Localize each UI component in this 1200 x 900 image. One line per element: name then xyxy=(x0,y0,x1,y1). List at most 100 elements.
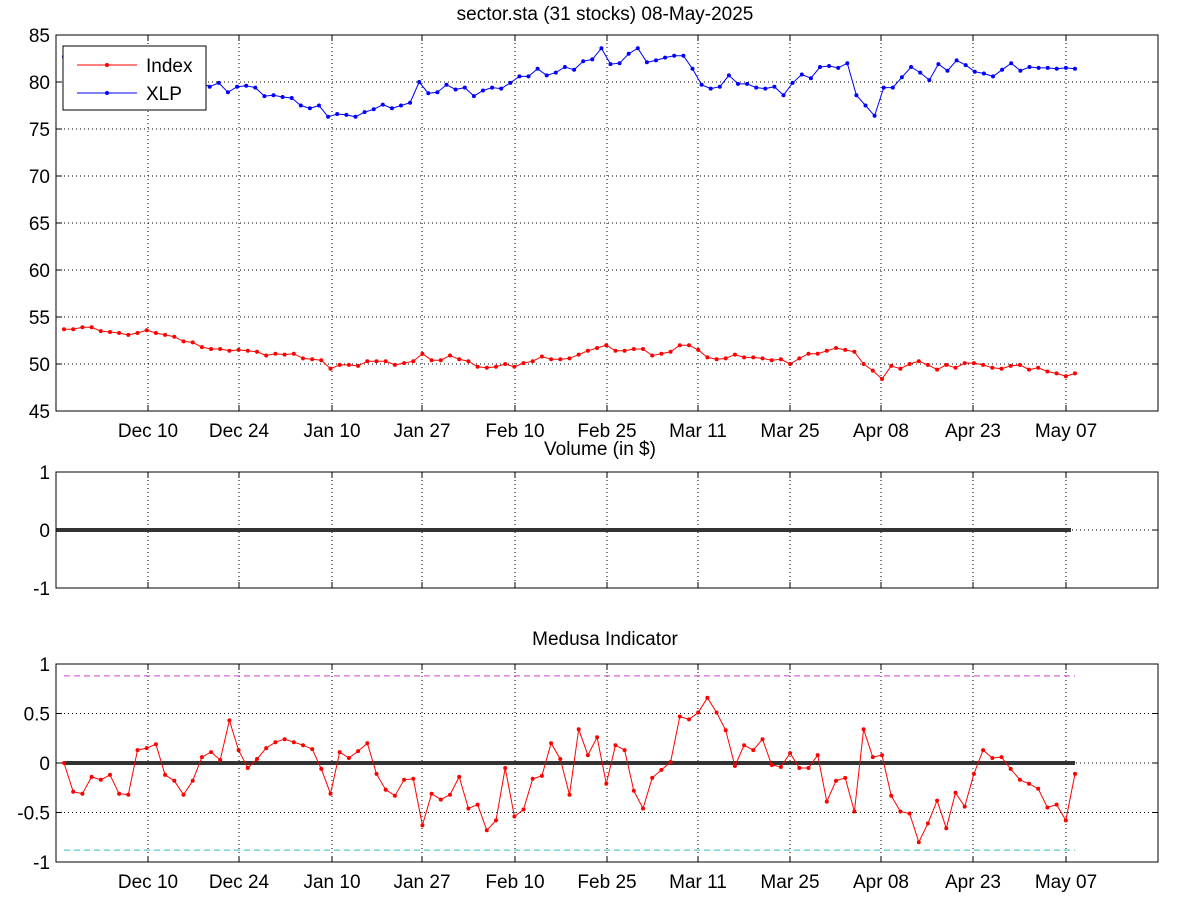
data-point xyxy=(392,793,397,798)
data-point xyxy=(310,357,315,362)
data-point xyxy=(420,823,425,828)
data-point xyxy=(778,357,783,362)
data-point xyxy=(411,776,416,781)
data-point xyxy=(453,87,458,92)
plot-frame xyxy=(55,471,1159,589)
data-point xyxy=(622,348,627,353)
data-point xyxy=(918,70,923,75)
data-point xyxy=(714,710,719,715)
x-tick-label: Dec 10 xyxy=(118,421,178,442)
data-point xyxy=(742,355,747,360)
data-point xyxy=(916,840,921,845)
data-point xyxy=(677,343,682,348)
data-point xyxy=(553,70,558,75)
data-point xyxy=(936,62,941,67)
data-point xyxy=(944,826,949,831)
x-tick-label: Mar 25 xyxy=(760,421,819,442)
x-tick-label: Jan 10 xyxy=(303,872,360,893)
data-point xyxy=(705,695,710,700)
data-point xyxy=(1036,65,1041,70)
x-tick-label: Feb 25 xyxy=(577,872,636,893)
data-point xyxy=(199,345,204,350)
data-point xyxy=(754,85,759,90)
y-tick-label: 0 xyxy=(39,521,50,542)
data-point xyxy=(889,363,894,368)
data-point xyxy=(1045,805,1050,810)
data-point xyxy=(264,353,269,358)
legend-xlp-marker xyxy=(105,91,109,95)
data-point xyxy=(135,331,140,335)
data-point xyxy=(262,94,267,99)
data-point xyxy=(429,791,434,796)
data-point xyxy=(383,359,388,364)
data-point xyxy=(346,756,351,760)
data-point xyxy=(435,90,440,95)
data-point xyxy=(595,735,600,740)
data-point xyxy=(732,764,737,768)
plot-frame xyxy=(55,34,1159,412)
data-point xyxy=(236,748,241,753)
data-point xyxy=(953,365,958,370)
data-point xyxy=(298,103,303,108)
data-point xyxy=(417,80,422,84)
data-point xyxy=(199,755,204,760)
data-point xyxy=(708,86,713,91)
x-tick-label: Jan 27 xyxy=(393,421,450,442)
data-point xyxy=(880,753,884,758)
y-tick-label: 55 xyxy=(29,308,50,329)
data-point xyxy=(717,84,722,89)
data-point xyxy=(723,728,728,733)
data-point xyxy=(282,737,287,742)
data-point xyxy=(153,742,158,747)
data-point xyxy=(558,357,563,362)
data-point xyxy=(981,71,986,76)
data-point xyxy=(280,95,285,99)
data-point xyxy=(925,821,930,826)
data-point xyxy=(790,80,795,85)
y-tick-label: 1 xyxy=(39,655,50,676)
data-point xyxy=(604,781,609,786)
y-tick-label: -0.5 xyxy=(17,804,50,825)
data-point xyxy=(356,749,361,754)
data-point xyxy=(227,718,232,723)
data-point xyxy=(907,362,912,366)
data-point xyxy=(590,57,595,62)
legend-index-label: Index xyxy=(146,56,193,77)
data-point xyxy=(881,85,886,90)
data-point xyxy=(745,81,750,86)
y-tick-label: 60 xyxy=(29,261,50,282)
data-point xyxy=(599,46,604,51)
data-point xyxy=(1063,65,1068,70)
data-point xyxy=(544,73,549,78)
data-point xyxy=(954,58,959,63)
data-point xyxy=(494,364,498,369)
data-point xyxy=(426,91,431,96)
data-point xyxy=(927,78,932,83)
legend-box xyxy=(62,45,207,111)
x-tick-label: Jan 27 xyxy=(393,872,450,893)
panel-3: Dec 10 Dec 24 Jan 10 Jan 27 Feb 10 Feb 25 Mar … xyxy=(17,655,1159,893)
x-tick-label: Jan 10 xyxy=(303,421,360,442)
data-point xyxy=(253,85,258,90)
data-point xyxy=(108,772,112,777)
data-point xyxy=(301,356,305,361)
y-tick-label: -1 xyxy=(33,579,50,600)
data-point xyxy=(806,766,811,770)
data-point xyxy=(80,325,85,330)
data-point xyxy=(1036,365,1041,370)
data-point xyxy=(521,807,526,812)
data-point xyxy=(880,377,884,381)
data-point xyxy=(319,766,324,771)
data-point xyxy=(834,778,838,783)
data-point xyxy=(438,358,443,363)
data-point xyxy=(788,751,793,756)
data-point xyxy=(827,64,832,68)
data-point xyxy=(344,112,349,117)
series-line-xlp xyxy=(63,47,1076,118)
data-point xyxy=(843,347,848,352)
data-point xyxy=(317,103,321,108)
data-point xyxy=(668,349,673,354)
data-point xyxy=(613,348,618,353)
top-chart-title: sector.sta (31 stocks) 08-May-2025 xyxy=(457,4,754,25)
